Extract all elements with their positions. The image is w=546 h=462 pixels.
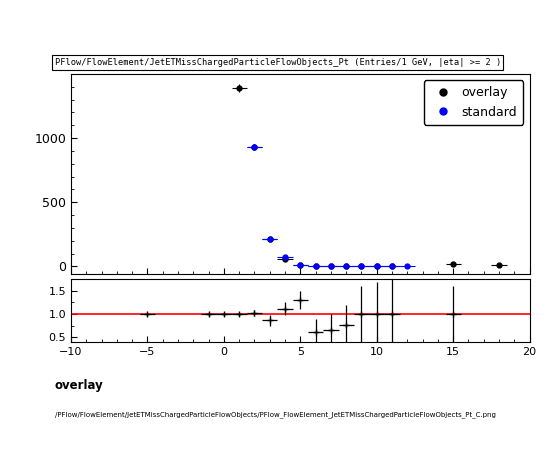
Legend: overlay, standard: overlay, standard <box>424 80 524 125</box>
Text: overlay: overlay <box>55 379 103 392</box>
Text: PFlow/FlowElement/JetETMissChargedParticleFlowObjects_Pt (Entries/1 GeV, |eta| >: PFlow/FlowElement/JetETMissChargedPartic… <box>55 58 501 67</box>
Text: /PFlow/FlowElement/JetETMissChargedParticleFlowObjects/PFlow_FlowElement_JetETMi: /PFlow/FlowElement/JetETMissChargedParti… <box>55 411 495 418</box>
